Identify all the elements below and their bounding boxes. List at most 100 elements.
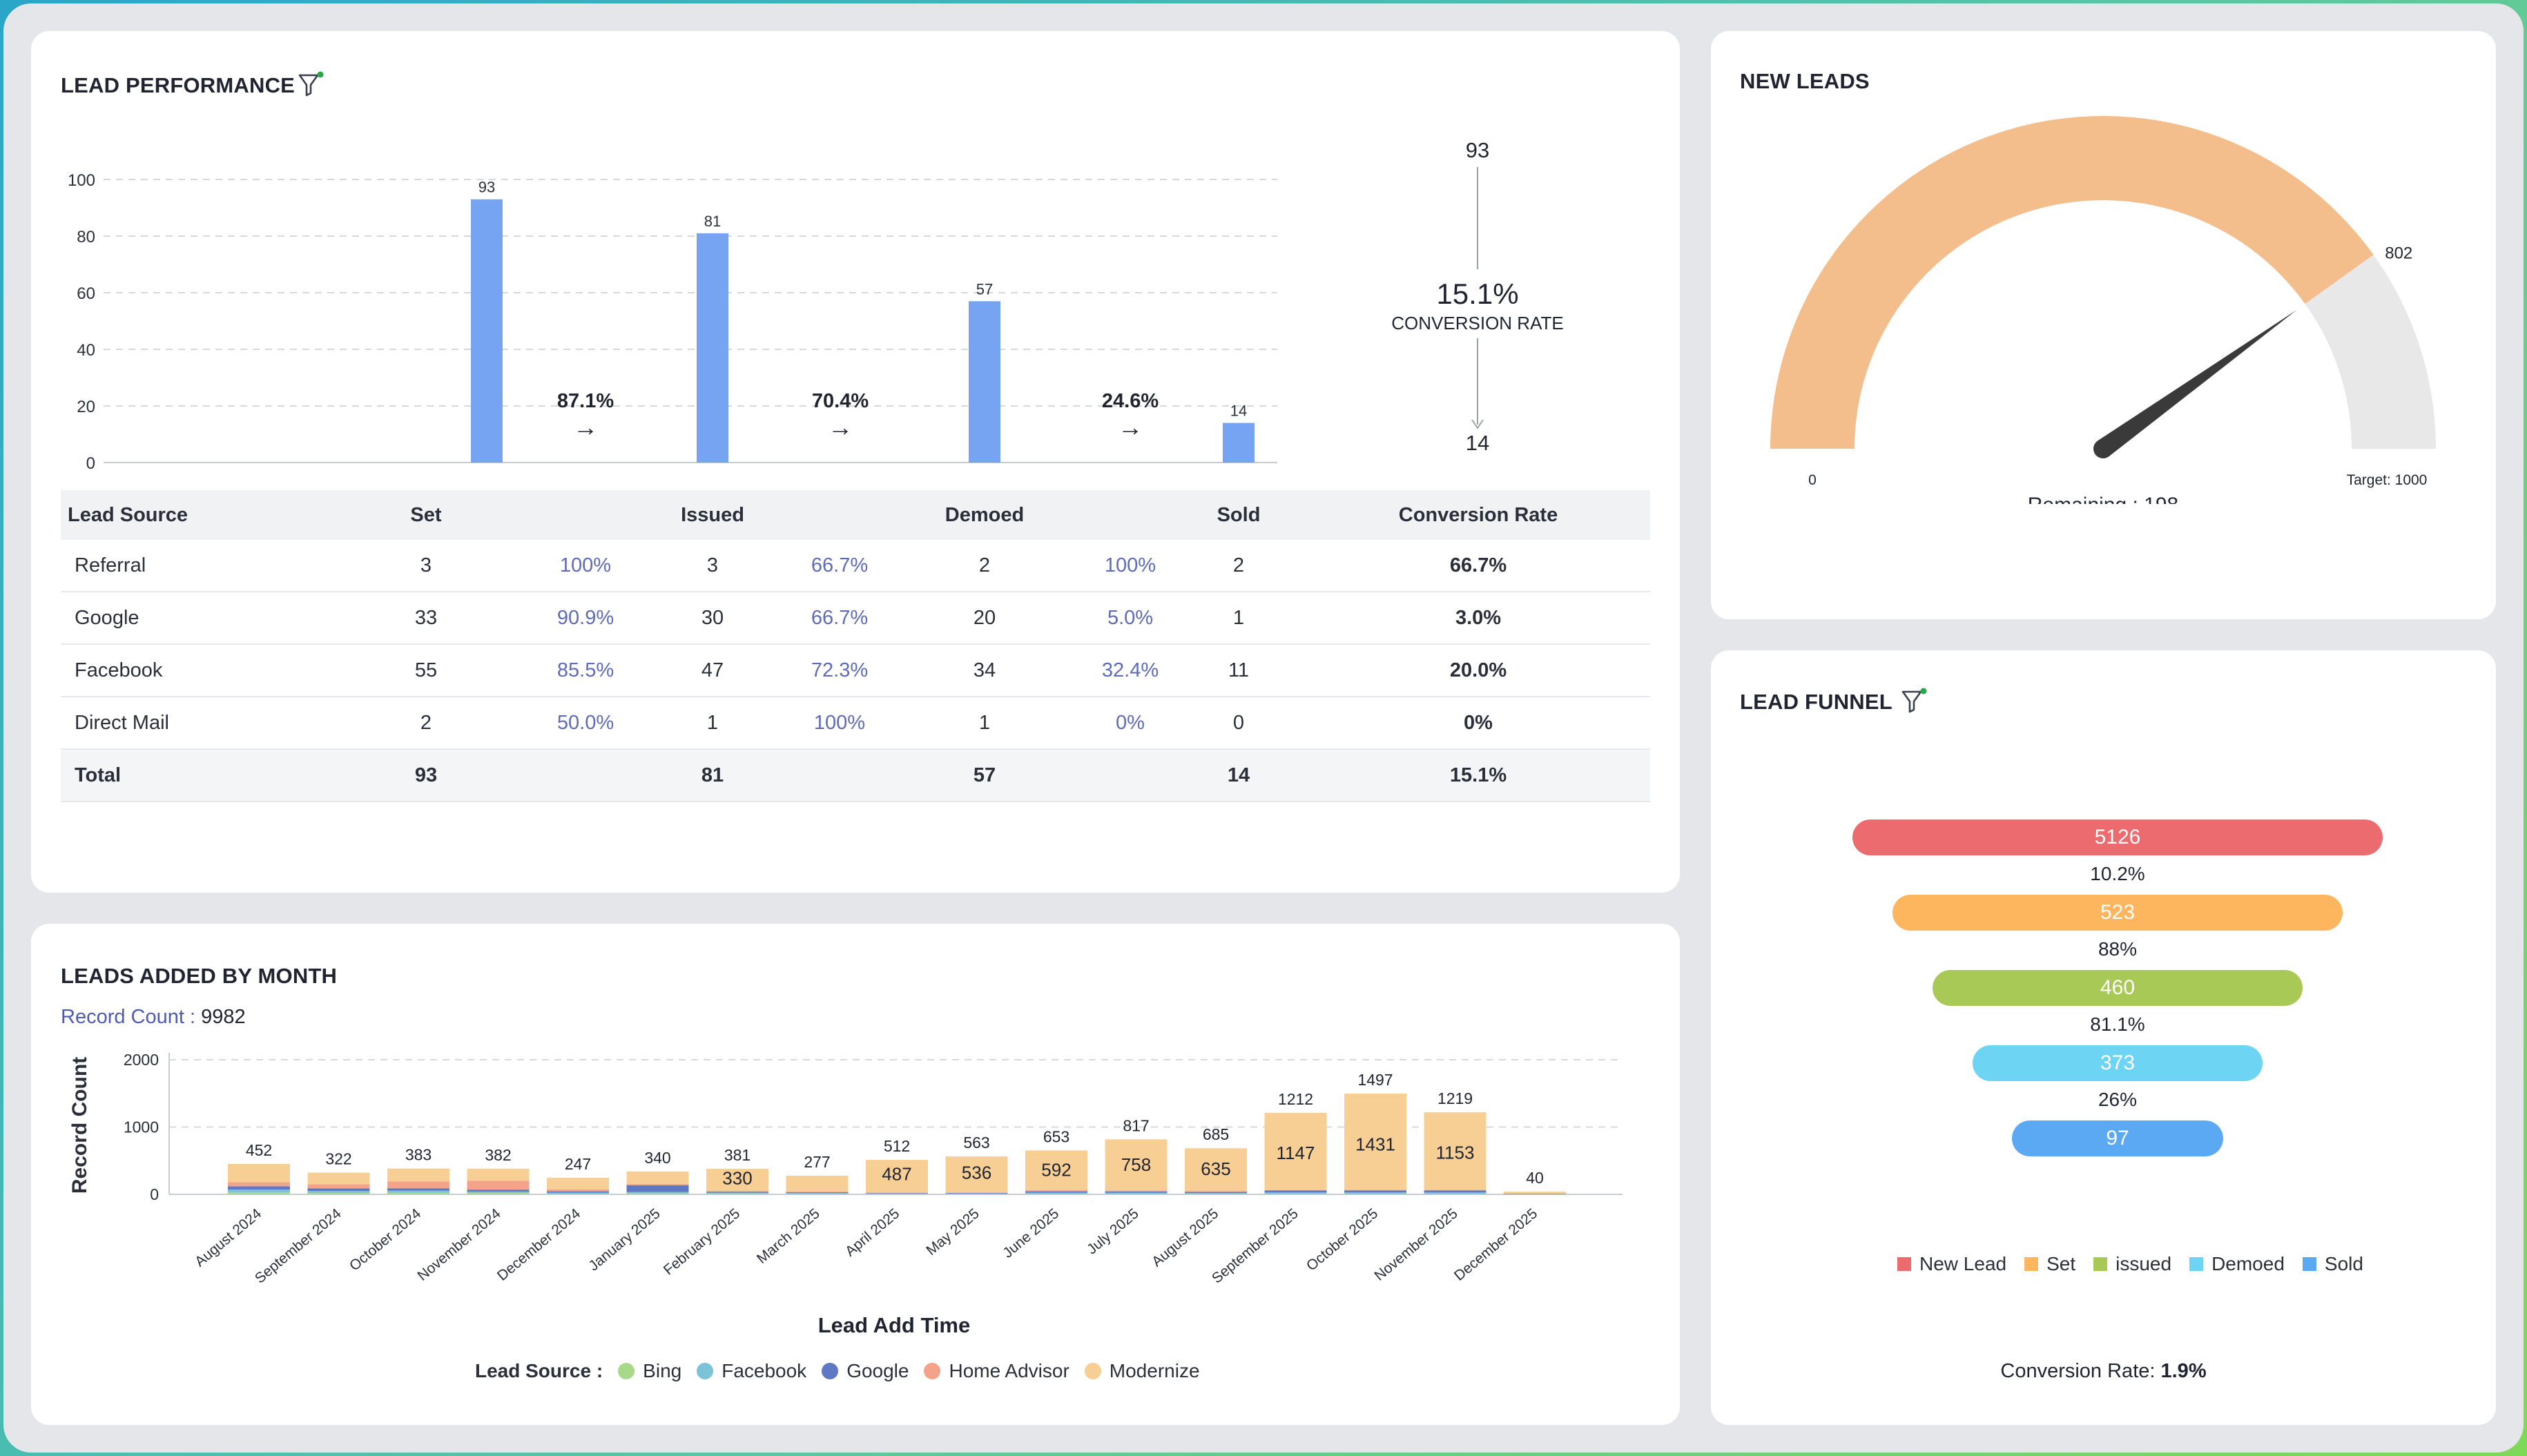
bar-segment-home-advisor[interactable] [1105,1190,1168,1192]
funnel-stage-bar[interactable]: 5126 [1852,819,2383,855]
column-header-set[interactable]: Set [410,503,442,526]
legend-item[interactable]: Demoed [2189,1253,2285,1275]
bar-segment-facebook[interactable] [1344,1192,1406,1194]
legend-item[interactable]: Facebook [697,1360,806,1382]
bar-segment-google[interactable] [228,1186,290,1190]
bar-segment-home-advisor[interactable] [387,1181,449,1189]
bar-segment-modernize[interactable] [228,1163,290,1183]
bar-segment-facebook[interactable] [467,1192,530,1194]
bar-segment-google[interactable] [626,1185,689,1192]
column-header-conv[interactable]: Conversion Rate [1398,503,1558,526]
funnel-stage-bar[interactable]: 460 [1933,970,2303,1006]
bar-segment-google[interactable] [786,1192,849,1194]
bar-issued[interactable] [697,233,728,463]
bar-segment-modernize[interactable] [307,1172,370,1185]
bar-segment-modernize[interactable] [387,1168,449,1182]
table-row[interactable]: Facebook 55 85.5% 47 72.3% 34 32.4% 11 20.0% [61,645,1650,697]
bar-segment-modernize[interactable] [1105,1139,1168,1191]
legend-item[interactable]: Sold [2302,1253,2363,1275]
bar-segment-modernize[interactable] [467,1168,530,1181]
bar-segment-facebook[interactable] [547,1192,609,1194]
bar-segment-home-advisor[interactable] [307,1184,370,1189]
bar-segment-facebook[interactable] [307,1191,370,1194]
bar-segment-facebook[interactable] [706,1192,768,1194]
column-header-demoed[interactable]: Demoed [945,503,1025,526]
bar-segment-bing[interactable] [307,1193,370,1194]
bar-segment-bing[interactable] [228,1192,290,1194]
bar-segment-home-advisor[interactable] [228,1182,290,1187]
bar-segment-home-advisor[interactable] [1264,1190,1327,1191]
bar-segment-modernize[interactable] [1424,1112,1487,1190]
bar-segment-facebook[interactable] [1105,1192,1168,1194]
bar-segment-modernize[interactable] [1264,1112,1327,1190]
bar-segment-modernize[interactable] [1185,1148,1247,1192]
bar-segment-modernize[interactable] [945,1156,1008,1193]
cell-conv: 20.0% [1449,659,1507,681]
bar-segment-home-advisor[interactable] [706,1191,768,1192]
bar-segment-google[interactable] [307,1188,370,1192]
bar-segment-facebook[interactable] [1424,1192,1487,1194]
bar-segment-home-advisor[interactable] [547,1189,609,1192]
conversion-rate-label: CONVERSION RATE [1391,313,1563,333]
bar-segment-modernize[interactable] [1504,1192,1566,1194]
bar-segment-facebook[interactable] [1264,1192,1327,1194]
column-header-issued[interactable]: Issued [681,503,744,526]
bar-segment-modernize[interactable] [1344,1094,1406,1190]
bar-segment-google[interactable] [1264,1190,1327,1193]
bar-sold[interactable] [1223,423,1255,463]
legend-item[interactable]: Set [2024,1253,2075,1275]
funnel-stage-bar[interactable]: 97 [2012,1120,2223,1156]
bar-segment-facebook[interactable] [228,1190,290,1193]
bar-segment-google[interactable] [1105,1191,1168,1193]
column-header-source[interactable]: Lead Source [68,503,188,526]
column-header-sold[interactable]: Sold [1217,503,1261,526]
bar-segment-modernize[interactable] [786,1175,849,1192]
bar-segment-google[interactable] [387,1188,449,1191]
bar-segment-google[interactable] [945,1192,1008,1194]
funnel-stage-bar[interactable]: 373 [1973,1045,2263,1081]
bar-segment-modernize[interactable] [1025,1150,1087,1191]
bar-segment-bing[interactable] [387,1192,449,1194]
bar-segment-facebook[interactable] [1185,1193,1247,1194]
legend-item[interactable]: Bing [618,1360,681,1382]
bar-segment-google[interactable] [1344,1190,1406,1193]
legend-item[interactable]: New Lead [1897,1253,2006,1275]
bar-segment-home-advisor[interactable] [467,1181,530,1190]
bar-set[interactable] [471,199,503,463]
filter-icon[interactable] [1900,688,1928,715]
legend-item[interactable]: Google [822,1360,909,1382]
bar-segment-modernize[interactable] [706,1168,768,1192]
gauge-remaining-arc[interactable] [2305,255,2436,449]
bar-segment-google[interactable] [467,1190,530,1192]
legend-item[interactable]: Modernize [1084,1360,1200,1382]
bar-segment-modernize[interactable] [626,1171,689,1184]
bar-segment-facebook[interactable] [626,1192,689,1194]
bar-demoed[interactable] [969,301,1000,463]
table-row[interactable]: Direct Mail 2 50.0% 1 100% 1 0% 0 0% [61,697,1650,750]
bar-segment-home-advisor[interactable] [1424,1190,1487,1191]
filter-icon[interactable] [297,71,325,99]
legend-item[interactable]: issued [2093,1253,2171,1275]
bar-segment-google[interactable] [1025,1191,1087,1193]
bar-segment-facebook[interactable] [1025,1192,1087,1194]
table-row[interactable]: Referral 3 100% 3 66.7% 2 100% 2 66.7% [61,540,1650,592]
bar-segment-google[interactable] [1185,1192,1247,1194]
bar-segment-facebook[interactable] [786,1193,849,1194]
bar-segment-bing[interactable] [467,1193,530,1194]
bar-segment-home-advisor[interactable] [1185,1191,1247,1192]
table-row[interactable]: Google 33 90.9% 30 66.7% 20 5.0% 1 3.0% [61,592,1650,645]
bar-segment-home-advisor[interactable] [1025,1190,1087,1192]
gauge-filled-arc[interactable] [1770,115,2374,449]
funnel-stage-bar[interactable]: 523 [1892,895,2343,931]
bar-segment-home-advisor[interactable] [626,1183,689,1185]
bar-segment-modernize[interactable] [547,1177,609,1190]
y-tick-label: 80 [77,228,95,246]
bar-segment-home-advisor[interactable] [866,1192,928,1194]
bar-segment-google[interactable] [547,1191,609,1193]
legend-item[interactable]: Home Advisor [924,1360,1069,1382]
bar-segment-google[interactable] [1424,1190,1487,1193]
bar-segment-modernize[interactable] [866,1160,928,1193]
bar-segment-facebook[interactable] [387,1190,449,1193]
bar-segment-google[interactable] [866,1193,928,1194]
bar-segment-home-advisor[interactable] [1344,1190,1406,1191]
